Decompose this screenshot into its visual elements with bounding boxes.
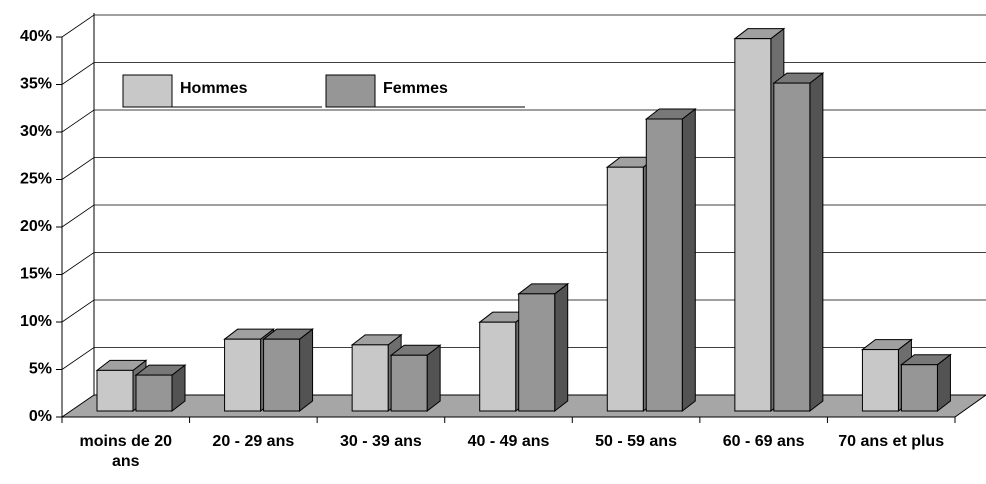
y-tick-label: 20%	[20, 218, 52, 235]
x-tick-label: 40 - 49 ans	[467, 433, 550, 450]
legend-swatch	[122, 74, 173, 108]
x-tick-label: 50 - 59 ans	[595, 433, 677, 450]
grid-line	[61, 62, 986, 85]
bar	[263, 338, 301, 412]
bar	[224, 338, 262, 412]
y-tick-label: 35%	[20, 76, 52, 93]
bar-side	[426, 344, 441, 413]
bar	[773, 82, 811, 412]
y-tick-label: 40%	[20, 28, 52, 45]
grid-line	[61, 252, 986, 275]
y-tick-label: 0%	[29, 408, 52, 425]
bar-side	[299, 328, 314, 413]
y-tick-label: 30%	[20, 123, 52, 140]
x-tick-label: 60 - 69 ans	[722, 433, 805, 450]
bar	[606, 166, 644, 412]
bar-side	[681, 107, 696, 413]
bar-side	[554, 282, 569, 413]
bar	[351, 344, 389, 412]
y-tick-label: 5%	[29, 361, 52, 378]
legend-label: Hommes	[180, 80, 248, 97]
legend-swatch	[325, 74, 376, 108]
bar	[390, 354, 428, 412]
bar	[518, 293, 556, 412]
bar-side	[809, 72, 824, 413]
bar	[645, 118, 683, 412]
bar	[861, 349, 899, 412]
y-tick-label: 10%	[20, 313, 52, 330]
x-tick-label: 30 - 39 ans	[340, 433, 422, 450]
legend-label: Femmes	[383, 80, 448, 97]
x-tick-label: moins de 20 ans	[79, 433, 173, 470]
grid-line	[61, 157, 986, 180]
y-tick-label: 25%	[20, 171, 52, 188]
x-tick-label: 70 ans et plus	[838, 433, 945, 450]
grid-line	[61, 204, 986, 228]
grid-line	[61, 14, 986, 38]
y-tick-label: 15%	[20, 266, 52, 283]
bar	[734, 38, 772, 412]
bar	[900, 364, 938, 412]
bar	[135, 374, 173, 412]
bar	[479, 321, 517, 412]
bar	[96, 369, 134, 412]
x-tick-label: 20 - 29 ans	[212, 433, 295, 450]
grid-line	[61, 109, 986, 133]
